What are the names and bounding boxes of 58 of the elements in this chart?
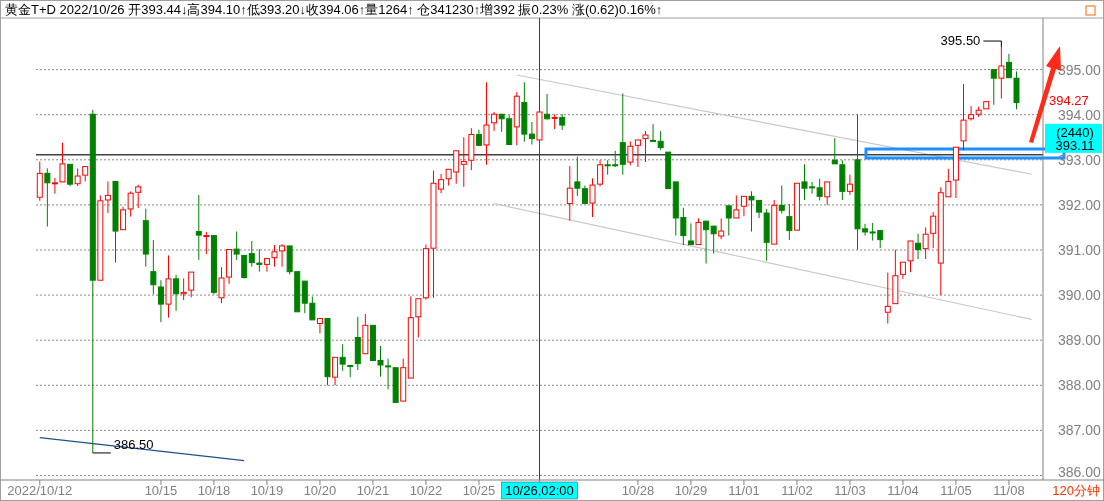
y-tick-label: 389.00 (1058, 332, 1102, 349)
candlestick (142, 208, 149, 268)
candlestick (551, 113, 558, 130)
text: 394.27 (1049, 92, 1089, 108)
y-tick-label: 394.00 (1058, 106, 1102, 123)
candlestick (150, 239, 157, 295)
x-tick-label: 11/02 (781, 483, 813, 498)
candlestick (491, 111, 498, 132)
x-tick-label: 10/22 (409, 483, 443, 498)
chart-title: 黄金T+D 2022/10/26 开393.44↓高394.10↑低393.20↓收394.06↑量1264↑ 仓341230↑增392 振0.23% 涨(0.62)0.16%↑ (5, 2, 663, 17)
candlestick (195, 194, 202, 261)
candlestick (180, 277, 187, 301)
candlestick (513, 91, 520, 146)
annotation: 386.50 (113, 436, 154, 452)
x-tick-label: 10/15 (144, 483, 178, 498)
x-tick-label: 10/28 (621, 483, 655, 498)
candlestick (884, 272, 891, 325)
candlestick (157, 279, 164, 323)
candlestick (354, 316, 361, 371)
y-tick-label: 386.00 (1058, 464, 1102, 480)
y-tick-label: 387.00 (1058, 422, 1102, 439)
x-tick-label: 11/01 (728, 483, 760, 498)
y-tick-label: 393.00 (1058, 151, 1102, 168)
annotation: 395.50 (940, 33, 981, 49)
x-tick-label: 10/19 (250, 483, 284, 498)
y-tick-label: 390.00 (1058, 287, 1102, 304)
x-tick-label: 10/26,02:00 (505, 483, 574, 498)
x-tick-label: 2022/10/12 (7, 483, 73, 498)
text: 120分钟 (1052, 483, 1100, 498)
candlestick (483, 81, 490, 166)
x-tick-label: 10/29 (674, 483, 708, 498)
candlestick (544, 93, 551, 120)
candlestick (173, 274, 180, 312)
x-tick-label: 10/21 (356, 483, 390, 498)
candlestick (460, 136, 467, 188)
x-tick-label: 11/04 (887, 483, 919, 498)
candlestick (998, 46, 1005, 99)
x-tick-label: 10/18 (197, 483, 231, 498)
x-tick-label: 11/03 (834, 483, 866, 498)
x-tick-label: 10/25 (462, 483, 496, 498)
y-tick-label: 395.00 (1058, 61, 1102, 78)
x-tick-label: 11/05 (940, 483, 972, 498)
candlestick (44, 167, 51, 228)
candlestick (915, 233, 922, 260)
candlestick (922, 226, 929, 260)
candlestick (566, 165, 573, 222)
candlestick (165, 254, 172, 319)
candlestick (846, 174, 853, 196)
candlestick (930, 211, 937, 249)
y-tick-label: 388.00 (1058, 377, 1102, 394)
candlestick (468, 127, 475, 171)
x-tick-label: 10/20 (303, 483, 337, 498)
x-tick-label: 11/08 (993, 483, 1025, 498)
candlestick (619, 93, 626, 176)
candlestick (786, 203, 793, 241)
text: (2440) (1056, 124, 1094, 140)
y-tick-label: 392.00 (1058, 196, 1102, 213)
y-tick-label: 391.00 (1058, 242, 1102, 258)
